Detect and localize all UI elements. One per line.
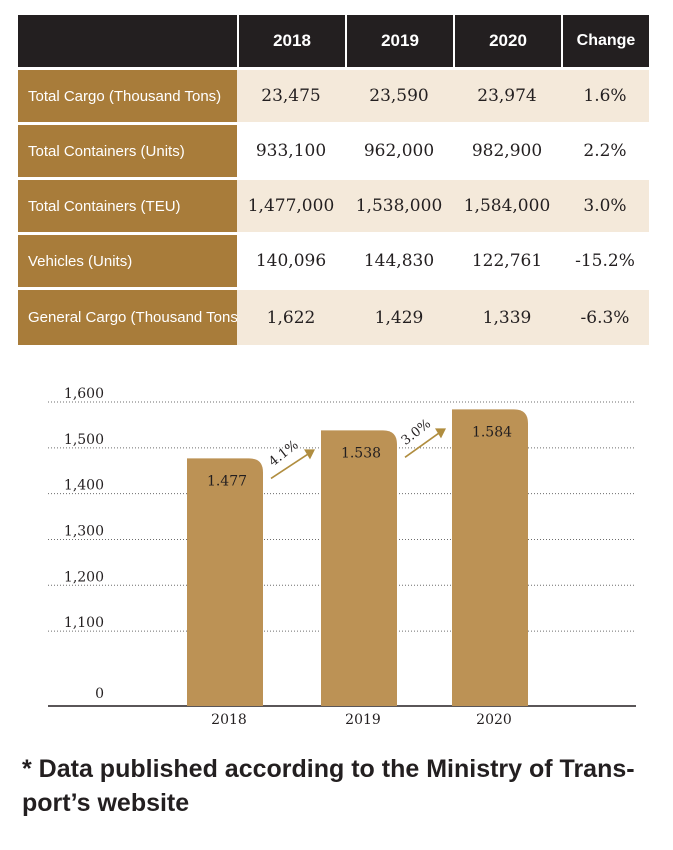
row-label: Total Cargo (Thousand Tons) <box>18 70 237 122</box>
cell-change: 3.0% <box>561 180 649 232</box>
table-row: Vehicles (Units) 140,096 144,830 122,761… <box>18 235 649 290</box>
table-row: Total Containers (TEU) 1,477,000 1,538,0… <box>18 180 649 235</box>
cell-2020: 122,761 <box>453 235 561 287</box>
growth-label: 3.0% <box>399 416 434 448</box>
cell-2018: 1,477,000 <box>237 180 345 232</box>
y-tick-label: 1,500 <box>64 432 104 448</box>
x-tick-label: 2020 <box>476 712 512 728</box>
footnote: * Data published according to the Minist… <box>22 755 635 817</box>
bar <box>452 409 528 706</box>
header-2019: 2019 <box>345 15 453 67</box>
cell-2019: 1,429 <box>345 290 453 345</box>
x-tick-label: 2019 <box>345 712 381 728</box>
row-label: Vehicles (Units) <box>18 235 237 287</box>
bar-value-label: 1.538 <box>341 445 381 461</box>
cargo-statistics-table: 2018 2019 2020 Change Total Cargo (Thous… <box>18 15 649 345</box>
table-row: Total Containers (Units) 933,100 962,000… <box>18 125 649 180</box>
cell-2018: 140,096 <box>237 235 345 287</box>
growth-label: 4.1% <box>266 438 301 470</box>
cell-change: 1.6% <box>561 70 649 122</box>
cell-change: -6.3% <box>561 290 649 345</box>
cell-2018: 23,475 <box>237 70 345 122</box>
cell-2020: 23,974 <box>453 70 561 122</box>
header-label-cell <box>18 15 237 67</box>
cell-2019: 962,000 <box>345 125 453 177</box>
cell-2019: 23,590 <box>345 70 453 122</box>
bar <box>187 458 263 706</box>
bar-value-label: 1.477 <box>207 473 247 489</box>
growth-arrow-line <box>270 452 310 480</box>
row-label: Total Containers (Units) <box>18 125 237 177</box>
cell-change: -15.2% <box>561 235 649 287</box>
cell-2020: 1,584,000 <box>453 180 561 232</box>
cell-2019: 144,830 <box>345 235 453 287</box>
y-tick-label: 1,400 <box>64 478 104 494</box>
y-tick-label: 1,300 <box>64 523 104 539</box>
growth-arrow-head <box>304 449 315 460</box>
teu-bar-chart: 0 1,100 1,200 1,300 1,400 1,500 1,600 1.477 2018… <box>48 386 636 728</box>
y-tick-label: 1,100 <box>64 615 104 631</box>
growth-arrow-head <box>435 428 446 439</box>
header-2020: 2020 <box>453 15 561 67</box>
cell-change: 2.2% <box>561 125 649 177</box>
y-tick-label: 0 <box>95 686 104 702</box>
table-row: Total Cargo (Thousand Tons) 23,475 23,59… <box>18 70 649 125</box>
growth-arrow-line <box>404 431 441 458</box>
table-row: General Cargo (Thousand Tons) 1,622 1,42… <box>18 290 649 345</box>
row-label: General Cargo (Thousand Tons) <box>18 290 243 345</box>
y-tick-label: 1,200 <box>64 569 104 585</box>
cell-2019: 1,538,000 <box>345 180 453 232</box>
bar-value-label: 1.584 <box>472 424 512 440</box>
cell-2020: 1,339 <box>453 290 561 345</box>
x-tick-label: 2018 <box>211 712 247 728</box>
header-2018: 2018 <box>237 15 345 67</box>
row-label: Total Containers (TEU) <box>18 180 237 232</box>
cell-2020: 982,900 <box>453 125 561 177</box>
table-header-row: 2018 2019 2020 Change <box>18 15 649 70</box>
bar <box>321 430 397 706</box>
y-tick-label: 1,600 <box>64 386 104 402</box>
cell-2018: 1,622 <box>237 290 345 345</box>
header-change: Change <box>561 15 649 67</box>
cell-2018: 933,100 <box>237 125 345 177</box>
